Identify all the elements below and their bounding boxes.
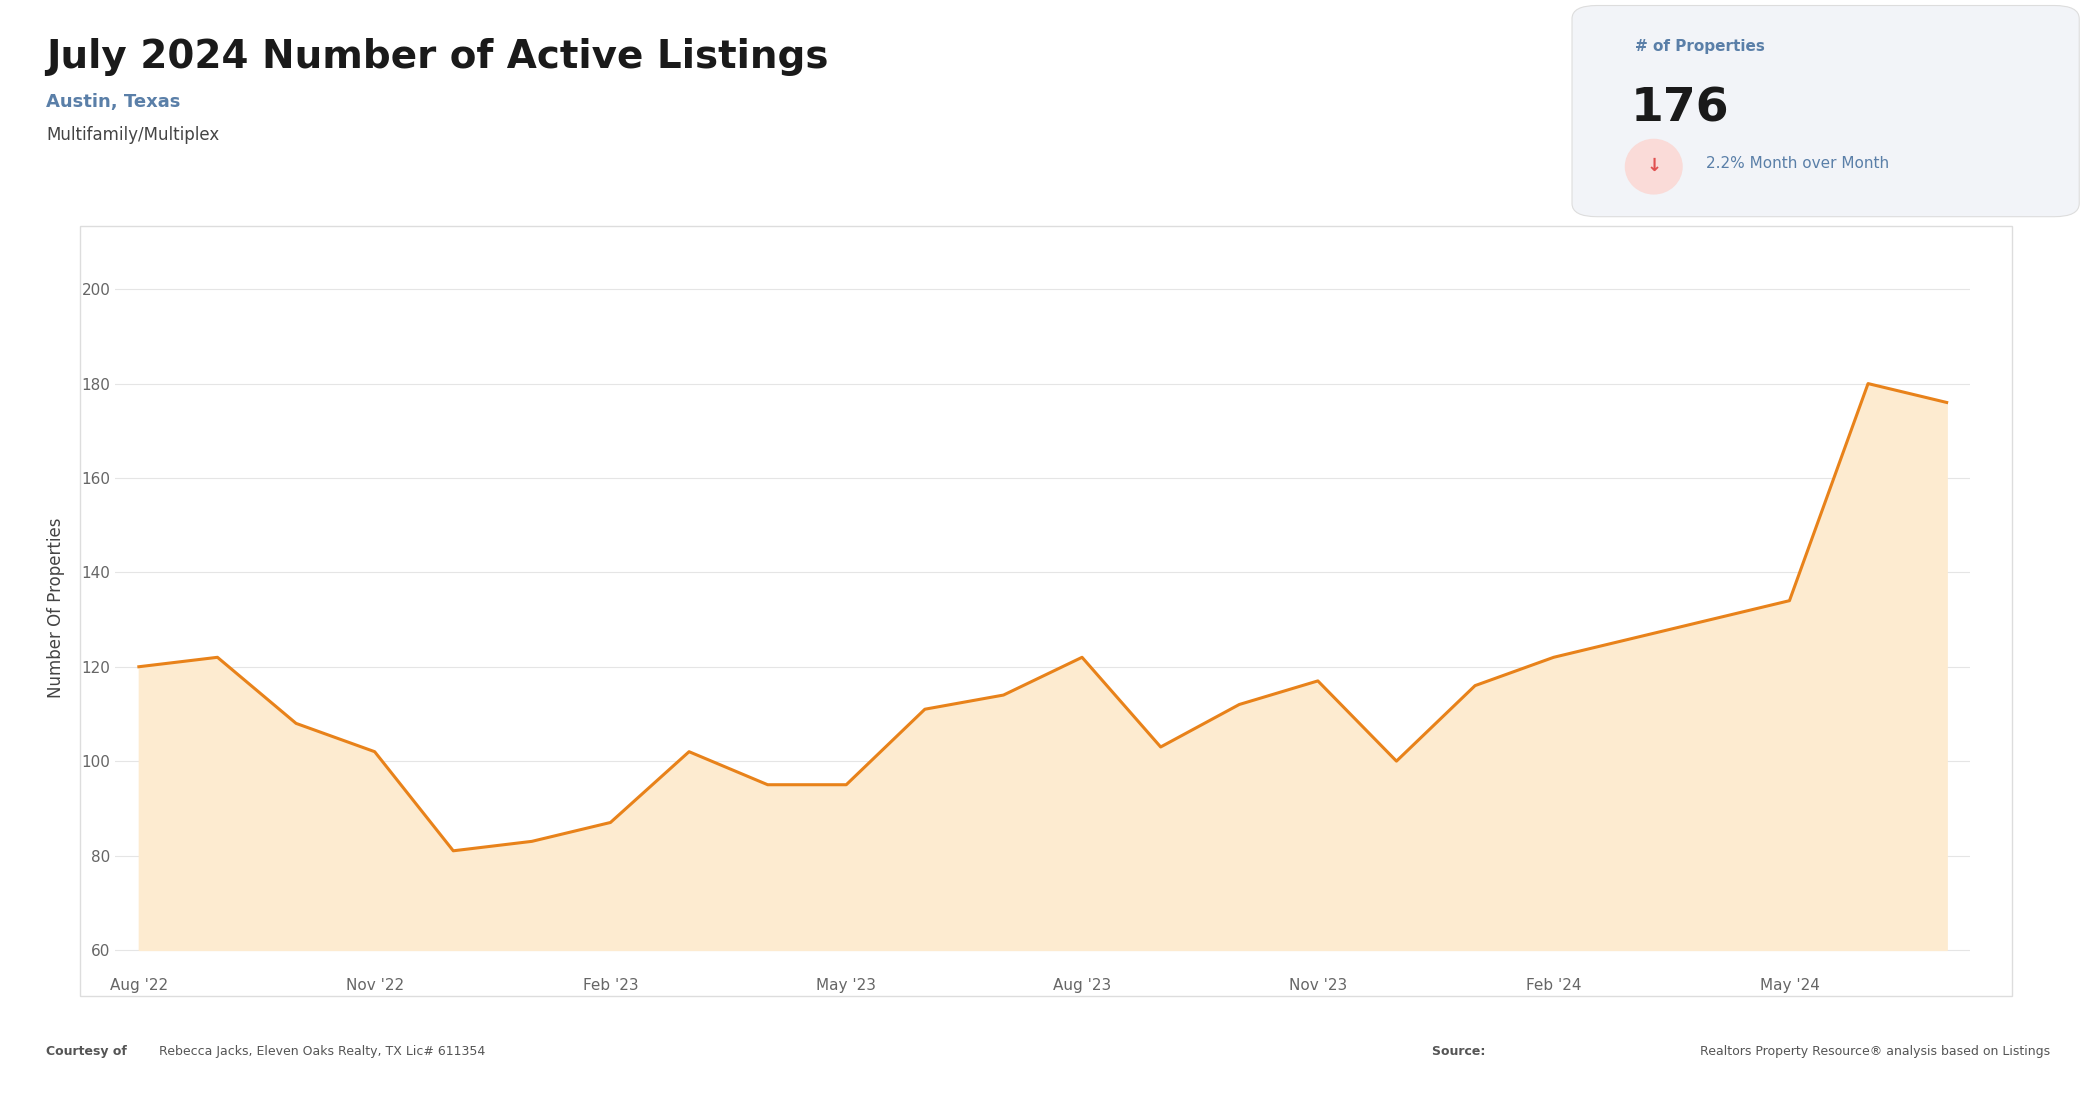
Text: Multifamily/Multiplex: Multifamily/Multiplex [46, 126, 220, 144]
Text: ↓: ↓ [1645, 156, 1662, 175]
Text: Source:: Source: [1432, 1045, 1490, 1058]
Text: 176: 176 [1631, 87, 1729, 132]
Circle shape [1626, 140, 1683, 194]
Text: Austin, Texas: Austin, Texas [46, 94, 180, 111]
Text: 2.2% Month over Month: 2.2% Month over Month [1706, 156, 1888, 172]
Text: # of Properties: # of Properties [1635, 39, 1765, 54]
Text: Realtors Property Resource® analysis based on Listings: Realtors Property Resource® analysis bas… [1700, 1045, 2050, 1058]
Y-axis label: Number Of Properties: Number Of Properties [46, 517, 65, 698]
Text: July 2024 Number of Active Listings: July 2024 Number of Active Listings [46, 39, 828, 77]
Text: Courtesy of: Courtesy of [46, 1045, 132, 1058]
Text: Rebecca Jacks, Eleven Oaks Realty, TX Lic# 611354: Rebecca Jacks, Eleven Oaks Realty, TX Li… [159, 1045, 486, 1058]
